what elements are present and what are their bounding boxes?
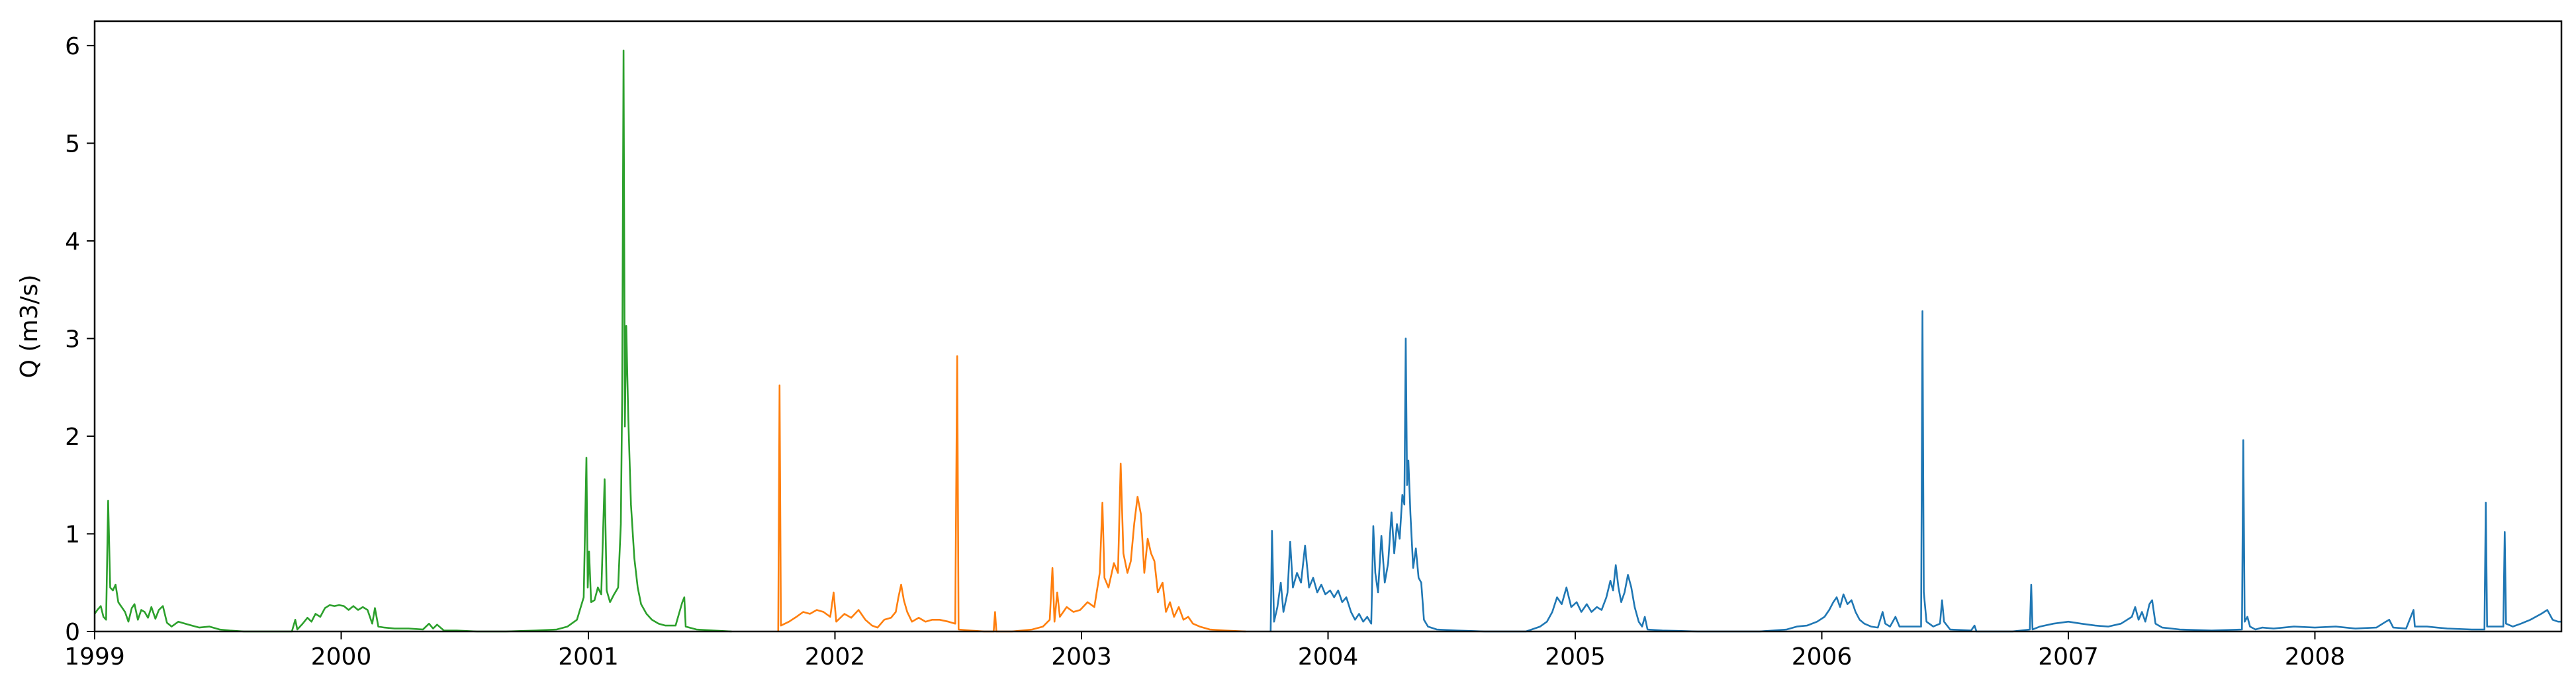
series-line-3 bbox=[1269, 310, 2561, 633]
x-tick-label: 2002 bbox=[805, 643, 866, 671]
y-tick-label: 0 bbox=[65, 619, 80, 646]
plot-background bbox=[95, 21, 2561, 631]
x-tick-label: 2001 bbox=[558, 643, 619, 671]
x-tick-label: 2007 bbox=[2038, 643, 2099, 671]
y-tick-label: 2 bbox=[65, 424, 80, 451]
y-axis-label: Q (m3/s) bbox=[16, 275, 43, 379]
x-tick-label: 2003 bbox=[1051, 643, 1112, 671]
series-line-2 bbox=[777, 355, 1246, 633]
y-tick-label: 1 bbox=[65, 521, 80, 548]
y-tick-label: 5 bbox=[65, 130, 80, 158]
x-tick-label: 1999 bbox=[64, 643, 125, 671]
series-layer bbox=[93, 50, 2561, 633]
x-tick-label: 2008 bbox=[2285, 643, 2346, 671]
x-tick-label: 2004 bbox=[1298, 643, 1359, 671]
x-tick-label: 2006 bbox=[1792, 643, 1853, 671]
x-tick-label: 2000 bbox=[311, 643, 372, 671]
y-tick-label: 6 bbox=[65, 33, 80, 60]
y-axis: 0 1 2 3 4 5 6 bbox=[65, 33, 95, 646]
y-tick-label: 3 bbox=[65, 326, 80, 353]
y-tick-label: 4 bbox=[65, 228, 80, 256]
series-line-1 bbox=[93, 50, 732, 633]
x-tick-label: 2005 bbox=[1545, 643, 1606, 671]
x-axis: 1999 2000 2001 2002 2003 2004 2005 2006 2007 2008 bbox=[64, 631, 2345, 671]
